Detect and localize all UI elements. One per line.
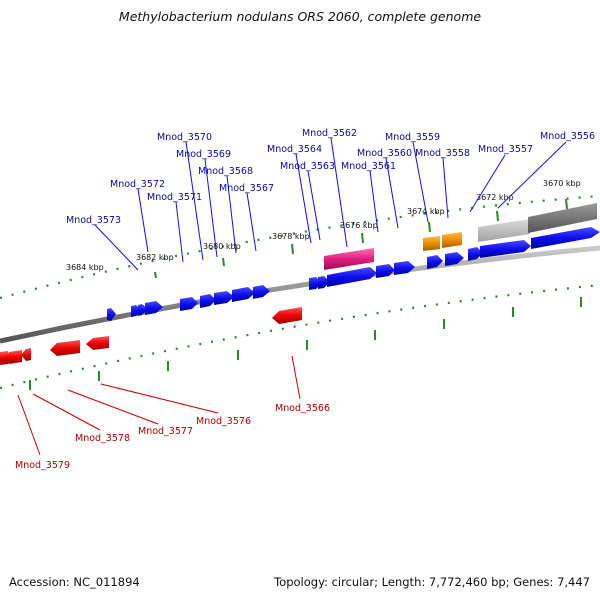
accession-text: Accession: NC_011894 [9, 575, 140, 589]
label-leader-line [204, 158, 218, 258]
gene-label: Mnod_3568 [198, 166, 253, 177]
kbp-label: 3676 kbp [340, 221, 378, 230]
forward-gene-arrow [327, 267, 377, 287]
label-leader-line [369, 170, 379, 233]
label-leader-line [330, 137, 348, 248]
gene-label: Mnod_3578 [75, 433, 130, 444]
forward-gene-arrow [427, 255, 443, 269]
gene-label: Mnod_3579 [15, 460, 70, 471]
label-leader-line [497, 141, 567, 209]
gene-label: Mnod_3566 [275, 403, 330, 414]
forward-gene-arrow [107, 308, 116, 321]
label-leader-line [175, 201, 184, 263]
gene-label: Mnod_3576 [196, 416, 251, 427]
gene-label: Mnod_3569 [176, 149, 231, 160]
forward-strand-genes [107, 227, 600, 321]
kbp-label: 3678 kbp [272, 232, 310, 241]
forward-gene-arrow [394, 261, 415, 275]
forward-gene-arrow [376, 264, 395, 278]
forward-gene-arrow [145, 301, 163, 315]
major-tick [291, 243, 294, 255]
label-leader-line [32, 393, 101, 431]
gene-label: Mnod_3570 [157, 132, 212, 143]
gene-label: Mnod_3571 [147, 192, 202, 203]
gene-label: Mnod_3560 [357, 148, 412, 159]
gene-label: Mnod_3563 [280, 161, 335, 172]
forward-gene-arrow [214, 291, 234, 305]
forward-gene-arrow [180, 297, 198, 311]
label-leader-line [291, 355, 301, 400]
forward-gene-arrow [232, 287, 255, 302]
label-leader-line [67, 389, 159, 425]
gene-label: Mnod_3567 [219, 183, 274, 194]
label-leader-line [307, 170, 321, 241]
gene-label: Mnod_3564 [267, 144, 322, 155]
reverse-gene-arrow [272, 307, 302, 324]
reverse-gene-arrow [86, 336, 109, 350]
major-tick [361, 232, 364, 244]
gene-label: Mnod_3557 [478, 144, 533, 155]
genome-backbone [0, 245, 600, 344]
forward-gene-arrow [480, 240, 531, 258]
outer-tick-ring [0, 194, 600, 300]
label-leader-line [442, 157, 449, 219]
kbp-label: 3682 kbp [136, 253, 174, 262]
reverse-strand-genes [0, 307, 302, 365]
label-leader-line [469, 154, 506, 213]
major-tick [428, 221, 431, 233]
label-leader-line [385, 157, 399, 229]
forward-gene-arrow [531, 227, 600, 249]
reverse-gene-arrow [21, 348, 31, 361]
reverse-gene-arrow [4, 350, 22, 364]
label-leader-line [295, 153, 312, 244]
kbp-label: 3684 kbp [66, 263, 104, 272]
gene-label: Mnod_3562 [302, 128, 357, 139]
label-leader-line [137, 188, 149, 253]
major-tick [565, 198, 568, 210]
label-leader-line [246, 192, 257, 252]
gray-feature [478, 219, 530, 242]
kbp-label: 3680 kbp [203, 242, 241, 251]
orange-feature [423, 236, 440, 251]
orange-feature [442, 232, 462, 248]
forward-gene-arrow [468, 247, 483, 261]
reverse-gene-arrow [50, 340, 80, 356]
gene-label: Mnod_3561 [341, 161, 396, 172]
gray-feature [528, 203, 597, 233]
major-tick [496, 210, 499, 222]
gene-label: Mnod_3577 [138, 426, 193, 437]
pink-feature [324, 248, 374, 270]
kbp-label: 3670 kbp [543, 179, 581, 188]
label-leader-line [100, 383, 219, 414]
genome-title: Methylobacterium nodulans ORS 2060, comp… [118, 9, 482, 24]
kbp-label: 3672 kbp [476, 193, 514, 202]
gene-label: Mnod_3558 [415, 148, 470, 159]
gene-label: Mnod_3556 [540, 131, 595, 142]
label-leader-line [185, 141, 204, 261]
major-tick [222, 257, 225, 267]
forward-gene-arrow [200, 294, 216, 308]
gene-label: Mnod_3572 [110, 179, 165, 190]
forward-gene-arrow [445, 252, 464, 266]
label-leader-line [412, 141, 429, 223]
forward-gene-labels: Mnod_3573 Mnod_3572 Mnod_3571 Mnod_3570 … [66, 128, 595, 271]
gene-label: Mnod_3559 [385, 132, 440, 143]
gene-label: Mnod_3573 [66, 215, 121, 226]
label-leader-line [226, 175, 237, 254]
label-leader-line [94, 224, 139, 271]
forward-gene-arrow [253, 285, 270, 299]
inner-tick-ring [0, 283, 600, 390]
reverse-gene-labels: Mnod_3566 Mnod_3576 Mnod_3577 Mnod_3578 … [15, 355, 330, 471]
major-tick [154, 271, 157, 279]
genome-stats-text: Topology: circular; Length: 7,772,460 bp… [274, 575, 590, 589]
label-leader-line [17, 394, 41, 456]
